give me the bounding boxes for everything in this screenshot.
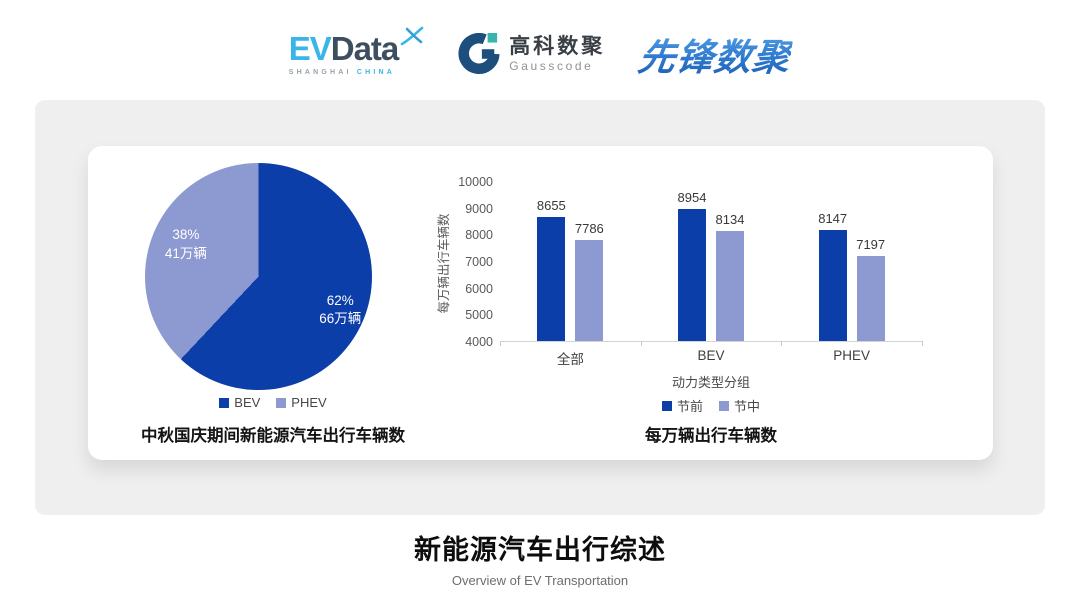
charts-card: 62% 66万辆 38% 41万辆 BEV PHEV 中秋国庆期间新能源汽车出行车辆数 … [88, 146, 993, 460]
category-label: BEV [697, 348, 725, 363]
gausscode-g-icon [458, 33, 500, 74]
gausscode-en-name: Gausscode [509, 58, 594, 73]
bar-chart-plot: 10000 9000 8000 7000 6000 5000 4000 8655 7786 895… [458, 176, 923, 348]
legend-item: 节中 [719, 396, 760, 415]
y-tick-label: 8000 [465, 228, 493, 243]
legend-swatch [219, 397, 230, 408]
y-tick-label: 5000 [465, 308, 493, 323]
bar: 7786 [575, 221, 604, 341]
pie-legend: BEV PHEV [88, 395, 458, 410]
bar-group: 8655 7786 [500, 182, 641, 341]
legend-label: 节中 [734, 399, 761, 414]
gausscode-text: 高科数聚 Gausscode [509, 35, 605, 74]
legend-label: BEV [234, 395, 261, 410]
evdata-wordmark: EV Data [288, 26, 425, 67]
bar-value-label: 7197 [856, 236, 886, 252]
pie-chart-section: 62% 66万辆 38% 41万辆 BEV PHEV 中秋国庆期间新能源汽车出行车辆数 [88, 146, 458, 460]
bar-legend: 节前 节中 [500, 396, 922, 415]
y-tick-label: 4000 [465, 335, 493, 349]
bar-category-labels: 全部 BEV PHEV [500, 348, 922, 368]
x-axis-tick [922, 341, 923, 346]
legend-swatch [276, 397, 287, 408]
legend-label: PHEV [291, 395, 327, 410]
evdata-logo: EV Data SHANGHAI CHINA [288, 26, 425, 76]
legend-item: 节前 [661, 396, 703, 415]
pie-chart: 62% 66万辆 38% 41万辆 [145, 163, 372, 390]
bar-groups: 8655 7786 8954 8134 8147 7197 [500, 182, 922, 341]
evdata-sub-shanghai: SHANGHAI [288, 69, 352, 76]
gausscode-logo: 高科数聚 Gausscode [458, 33, 605, 75]
bar-value-label: 8134 [715, 211, 745, 227]
pie-label-line: 38% [172, 226, 200, 242]
evdata-sub-china: CHINA [356, 69, 395, 76]
bar-group: 8954 8134 [641, 182, 782, 341]
gausscode-cn-name: 高科数聚 [509, 34, 606, 58]
pioneer-logo: 先锋数聚 [635, 27, 795, 81]
legend-item: PHEV [276, 395, 327, 410]
bar-value-label: 8655 [536, 197, 566, 213]
page-subtitle: Overview of EV Transportation [451, 573, 629, 588]
legend-swatch [719, 400, 729, 411]
bar: 8134 [716, 212, 744, 341]
bar: 8655 [537, 198, 566, 341]
legend-label: 节前 [676, 399, 703, 414]
pie-label-line: 41万辆 [164, 245, 207, 261]
evdata-x-icon [400, 26, 424, 46]
bar-group: 8147 7197 [781, 182, 922, 341]
x-axis-tick [781, 341, 783, 346]
y-tick-label: 9000 [465, 201, 493, 216]
bar-value-label: 7786 [574, 221, 604, 237]
evdata-data-text: Data [330, 30, 400, 67]
logo-bar: EV Data SHANGHAI CHINA 高科数聚 Gausscode [0, 22, 1080, 86]
evdata-subtitle: SHANGHAI CHINA [289, 69, 395, 76]
page-title: 新能源汽车出行综述 [414, 535, 666, 565]
y-tick-label: 10000 [458, 175, 493, 189]
y-tick-label: 7000 [465, 255, 493, 269]
legend-item: BEV [219, 395, 260, 410]
pie-label-line: 66万辆 [319, 311, 362, 327]
x-axis-tick [640, 341, 642, 346]
bar: 7197 [856, 237, 885, 341]
bar: 8954 [678, 190, 706, 341]
category-label: 全部 [556, 352, 584, 367]
category-label: PHEV [833, 348, 871, 363]
bar-value-label: 8147 [818, 211, 848, 227]
bar-x-axis-label: 动力类型分组 [671, 375, 750, 390]
footer: 新能源汽车出行综述 Overview of EV Transportation [0, 528, 1080, 588]
y-tick-label: 6000 [465, 281, 493, 296]
evdata-ev-text: EV [288, 30, 332, 67]
bar-chart-title: 每万辆出行车辆数 [645, 427, 777, 445]
bar: 8147 [818, 211, 847, 341]
pie-label-line: 62% [326, 292, 354, 308]
pie-slice-label: 38% 41万辆 [165, 226, 207, 264]
pie-slice-label: 62% 66万辆 [319, 292, 361, 330]
bar-legend-wrap: 节前 节中 [500, 396, 922, 415]
content-panel: 62% 66万辆 38% 41万辆 BEV PHEV 中秋国庆期间新能源汽车出行车辆数 … [35, 100, 1045, 515]
pie-chart-title: 中秋国庆期间新能源汽车出行车辆数 [141, 427, 405, 445]
bar-value-label: 8954 [677, 189, 707, 205]
legend-swatch [661, 400, 672, 411]
x-axis-tick [500, 341, 501, 346]
